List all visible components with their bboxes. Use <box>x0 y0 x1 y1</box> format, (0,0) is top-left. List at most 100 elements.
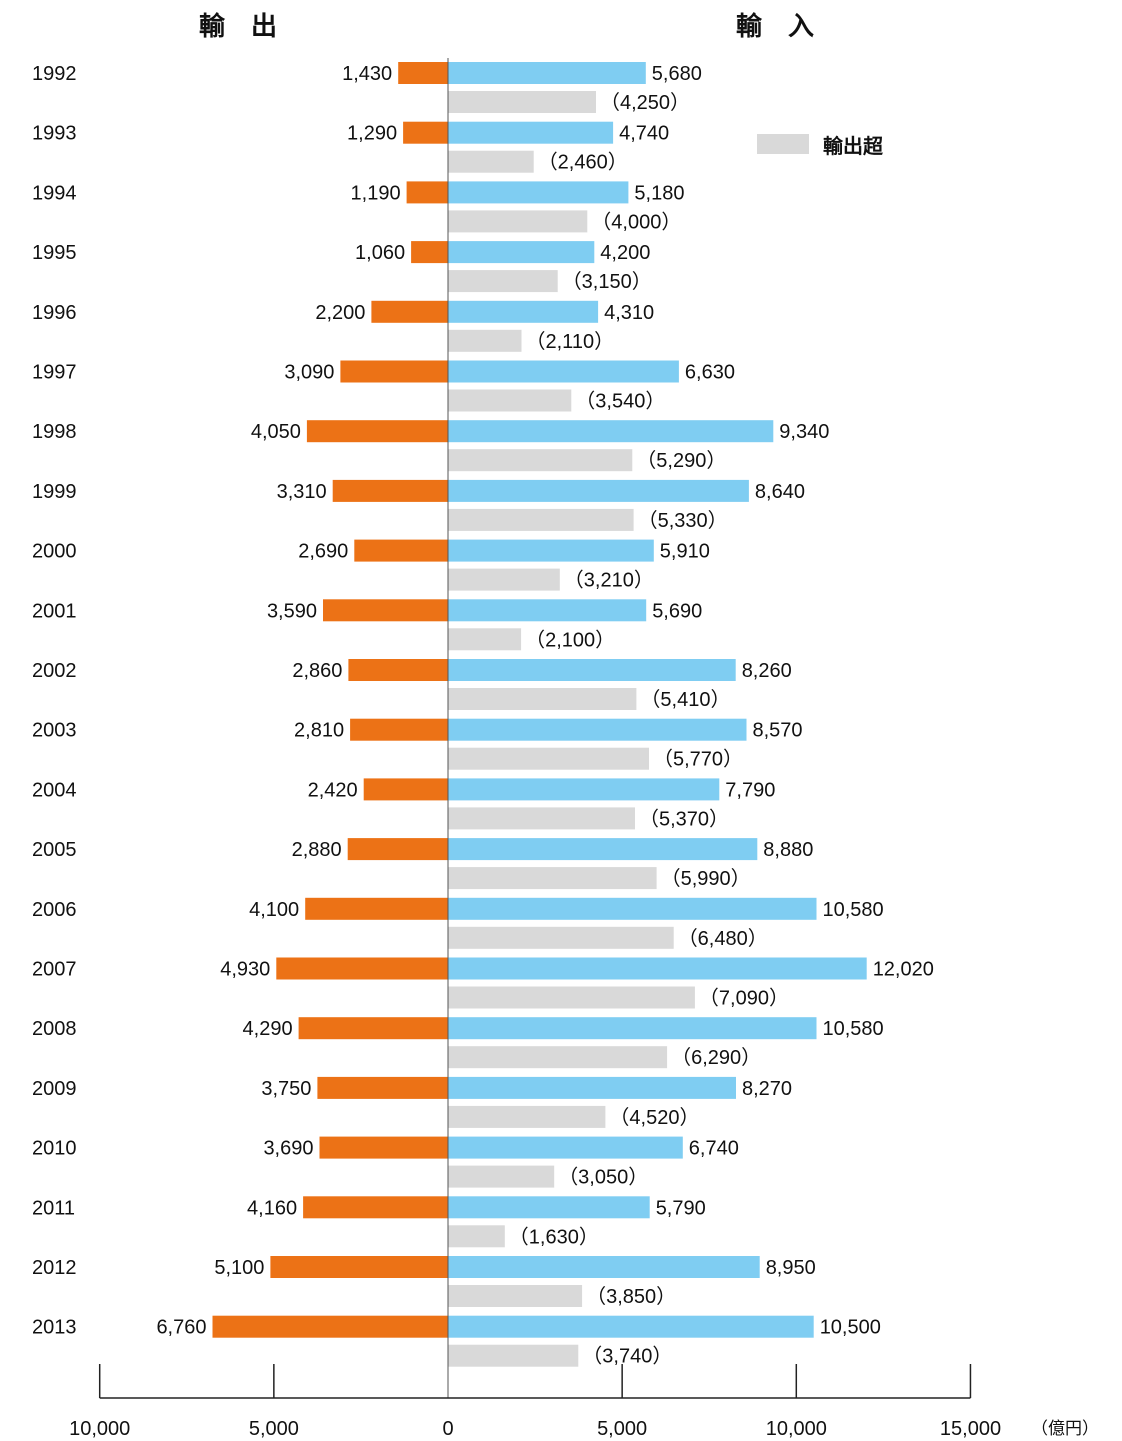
import-value-label: 10,500 <box>820 1317 881 1339</box>
export-bar <box>411 241 448 264</box>
balance-value-label: （2,100） <box>525 628 615 651</box>
year-label: 2006 <box>32 899 77 921</box>
legend-label-balance: 輸出超 <box>823 134 884 158</box>
unit-label: （億円） <box>1031 1419 1099 1439</box>
import-value-label: 8,640 <box>755 481 805 503</box>
year-label: 2011 <box>32 1197 75 1219</box>
import-bar <box>448 539 654 562</box>
tick-label: 15,000 <box>940 1418 1001 1440</box>
balance-bar <box>448 91 596 113</box>
import-value-label: 8,270 <box>742 1078 792 1100</box>
export-value-label: 4,290 <box>243 1018 293 1040</box>
balance-value-label: （3,150） <box>562 270 652 293</box>
balance-value-label: （4,000） <box>591 210 681 233</box>
import-value-label: 7,790 <box>725 779 775 801</box>
balance-bar <box>448 807 635 830</box>
balance-bar <box>448 389 572 412</box>
import-bar <box>448 420 774 443</box>
legend-swatch-balance <box>757 134 809 154</box>
export-bar <box>306 420 448 443</box>
export-bar <box>305 897 448 920</box>
export-value-label: 2,860 <box>292 660 342 682</box>
balance-bar <box>448 449 633 472</box>
balance-value-label: （5,330） <box>638 509 728 532</box>
export-bar <box>350 718 448 741</box>
balance-bar <box>448 747 649 770</box>
export-value-label: 6,760 <box>156 1317 206 1339</box>
import-value-label: 12,020 <box>873 959 934 981</box>
balance-bar <box>448 210 588 233</box>
balance-bar <box>448 568 560 591</box>
import-bar <box>448 360 679 383</box>
balance-value-label: （5,770） <box>653 748 743 771</box>
import-value-label: 10,580 <box>823 1018 884 1040</box>
year-label: 2012 <box>32 1257 77 1279</box>
import-value-label: 5,910 <box>660 541 710 563</box>
balance-value-label: （3,850） <box>586 1285 676 1308</box>
import-value-label: 6,630 <box>685 362 735 384</box>
export-value-label: 2,880 <box>292 839 342 861</box>
import-bar <box>448 1256 760 1278</box>
year-label: 2013 <box>32 1317 77 1339</box>
export-value-label: 4,050 <box>251 421 301 443</box>
year-label: 2009 <box>32 1078 77 1100</box>
export-bar <box>354 539 448 562</box>
balance-value-label: （3,740） <box>582 1345 672 1368</box>
import-value-label: 4,310 <box>604 302 654 324</box>
import-value-label: 8,570 <box>753 720 803 742</box>
export-value-label: 4,160 <box>247 1197 297 1219</box>
year-label: 1994 <box>32 182 77 204</box>
export-value-label: 4,100 <box>249 899 299 921</box>
balance-bar <box>448 329 522 352</box>
balance-value-label: （2,110） <box>526 330 615 353</box>
year-label: 2005 <box>32 839 77 861</box>
import-bar <box>448 181 629 204</box>
export-bar <box>212 1315 448 1338</box>
export-value-label: 2,690 <box>298 541 348 563</box>
import-bar <box>448 897 817 920</box>
legend: 輸出超 <box>757 134 884 158</box>
balance-bar <box>448 986 695 1009</box>
year-label: 2008 <box>32 1018 77 1040</box>
balance-value-label: （5,370） <box>639 807 729 830</box>
import-bar <box>448 241 595 264</box>
balance-bar <box>448 628 522 651</box>
export-bar <box>340 360 448 383</box>
balance-bar <box>448 1165 555 1188</box>
import-bar <box>448 1017 817 1040</box>
import-value-label: 8,950 <box>766 1257 816 1279</box>
export-bar <box>363 778 448 801</box>
export-value-label: 2,420 <box>308 779 358 801</box>
export-value-label: 1,060 <box>355 242 405 264</box>
export-value-label: 2,200 <box>315 302 365 324</box>
balance-value-label: （3,540） <box>575 390 665 413</box>
import-value-label: 5,180 <box>634 182 684 204</box>
export-bar <box>347 838 448 861</box>
export-value-label: 4,930 <box>220 959 270 981</box>
import-bar <box>448 300 599 323</box>
import-value-label: 5,680 <box>652 63 702 85</box>
balance-value-label: （5,290） <box>636 449 726 472</box>
export-bar <box>298 1017 448 1040</box>
import-bar <box>448 1196 650 1219</box>
export-value-label: 3,590 <box>267 600 317 622</box>
year-label: 2001 <box>32 600 77 622</box>
balance-value-label: （2,460） <box>538 151 628 174</box>
tick-label: 5,000 <box>597 1418 647 1440</box>
export-value-label: 5,100 <box>214 1257 264 1279</box>
export-bar <box>276 957 448 980</box>
import-bar <box>448 62 646 84</box>
balance-bar <box>448 867 657 890</box>
balance-value-label: （4,520） <box>609 1106 699 1129</box>
balance-bar <box>448 508 634 531</box>
export-bar <box>371 300 448 323</box>
import-bar <box>448 778 720 801</box>
import-bar <box>448 838 758 861</box>
export-bar <box>403 121 448 144</box>
tick-label: 0 <box>442 1418 453 1440</box>
balance-bar <box>448 1046 668 1069</box>
import-bar <box>448 1315 814 1338</box>
balance-bar <box>448 270 558 293</box>
import-value-label: 10,580 <box>823 899 884 921</box>
tick-label: 5,000 <box>249 1418 299 1440</box>
